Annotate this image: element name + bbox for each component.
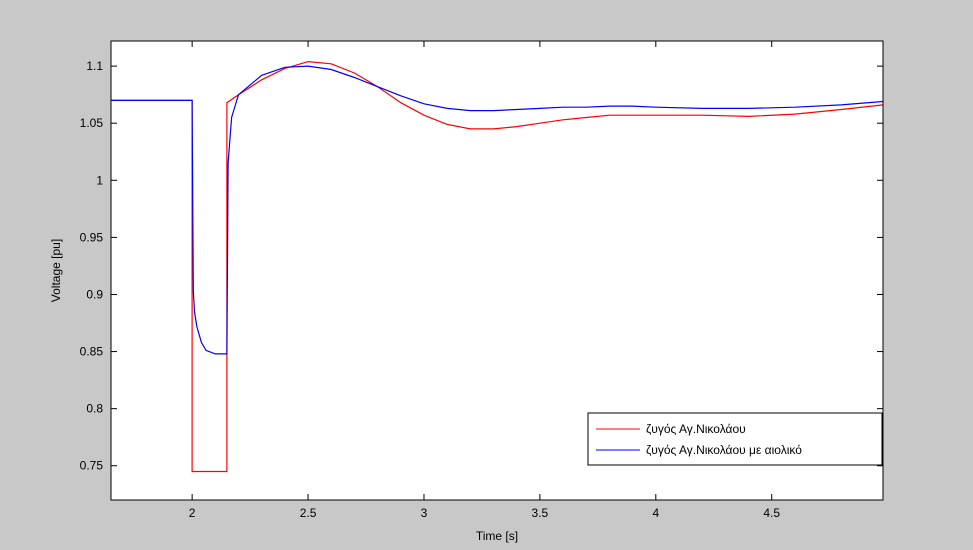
y-tick-label: 0.85 xyxy=(80,345,104,359)
y-tick-label: 0.9 xyxy=(86,287,103,301)
x-tick-label: 3 xyxy=(421,506,428,520)
legend-label-series-2: ζυγός Αγ.Νικολάου με αιολικό xyxy=(646,443,802,457)
y-tick-label: 0.95 xyxy=(80,230,104,244)
x-tick-label: 4 xyxy=(652,506,659,520)
y-tick-label: 1.05 xyxy=(80,116,104,130)
series-layer xyxy=(111,60,883,473)
x-tick-label: 3.5 xyxy=(532,506,549,520)
series-line-1 xyxy=(111,60,883,473)
x-axis: 2 2.5 3 3.5 4 4.5 xyxy=(189,41,780,520)
series-line-2 xyxy=(111,65,883,355)
x-tick-label: 4.5 xyxy=(763,506,780,520)
axes-frame xyxy=(110,40,884,501)
x-tick-label: 2 xyxy=(189,506,196,520)
legend-label-series-1: ζυγός Αγ.Νικολάου xyxy=(646,422,746,436)
y-tick-label: 0.8 xyxy=(86,402,103,416)
y-tick-label: 1 xyxy=(96,173,103,187)
y-axis-label: Voltage [pu] xyxy=(49,239,63,302)
x-tick-label: 2.5 xyxy=(300,506,317,520)
y-axis: 0.75 0.8 0.85 0.9 0.95 1 1.05 1.1 xyxy=(80,59,883,473)
y-tick-label: 1.1 xyxy=(86,59,103,73)
y-tick-label: 0.75 xyxy=(80,459,104,473)
legend-box xyxy=(587,412,883,466)
x-axis-label: Time [s] xyxy=(476,529,518,543)
legend: ζυγός Αγ.Νικολάου ζυγός Αγ.Νικολάου με α… xyxy=(587,412,883,466)
